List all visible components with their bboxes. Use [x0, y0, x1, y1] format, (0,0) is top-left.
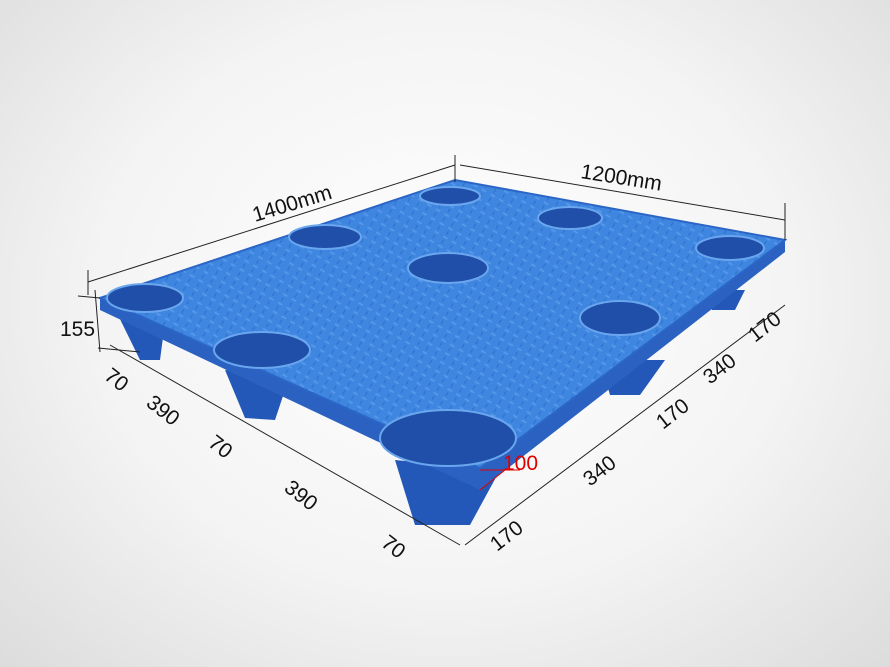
length-segment-2: 390 — [142, 391, 184, 431]
length-segment-1: 70 — [100, 364, 133, 397]
width-segment-2: 340 — [579, 451, 621, 491]
dimension-lines — [77, 155, 786, 546]
length-segment-3: 70 — [204, 431, 237, 464]
width-segment-5: 170 — [744, 307, 786, 347]
length-label: 1400mm — [250, 181, 335, 227]
length-segment-4: 390 — [280, 476, 322, 516]
pallet-holes — [106, 186, 765, 467]
width-segment-1: 170 — [486, 516, 528, 556]
length-segment-5: 70 — [377, 531, 410, 564]
foot-clearance-label: 100 — [503, 452, 538, 475]
width-label: 1200mm — [579, 160, 663, 195]
width-segment-4: 340 — [699, 349, 741, 389]
height-label: 155 — [60, 318, 95, 341]
